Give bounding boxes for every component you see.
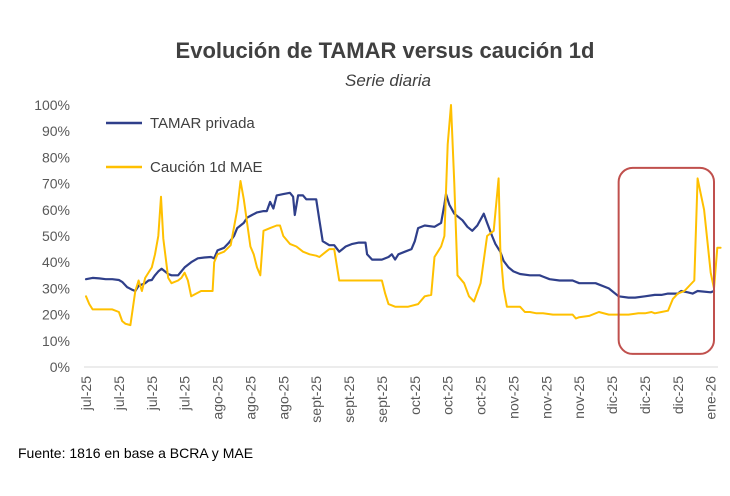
y-tick-label: 40%	[42, 254, 70, 270]
chart-subtitle: Serie diaria	[345, 71, 431, 90]
series-layer	[84, 104, 722, 327]
x-tick-label: ene-26	[703, 376, 719, 420]
x-tick-label: nov-25	[538, 376, 554, 419]
x-axis: jul-25 jul-25 jul-25 jul-25 ago-25 ago-25 ago-…	[78, 376, 719, 423]
x-tick-label: ago-25	[242, 376, 258, 420]
x-tick-label: dic-25	[670, 376, 686, 414]
chart-title: Evolución de TAMAR versus caución 1d	[176, 38, 595, 63]
x-tick-label: dic-25	[604, 376, 620, 414]
x-tick-label: jul-25	[144, 376, 160, 411]
x-tick-label: jul-25	[78, 376, 94, 411]
x-tick-label: sept-25	[341, 376, 357, 423]
x-tick-label: dic-25	[637, 376, 653, 414]
y-tick-label: 100%	[34, 97, 70, 113]
x-tick-label: sept-25	[308, 376, 324, 423]
y-tick-label: 0%	[50, 359, 70, 375]
highlight-box	[617, 166, 716, 355]
x-tick-label: oct-25	[473, 376, 489, 415]
y-tick-label: 30%	[42, 280, 70, 296]
x-tick-label: sept-25	[374, 376, 390, 423]
x-tick-label: oct-25	[440, 376, 456, 415]
x-tick-label: jul-25	[111, 376, 127, 411]
y-tick-label: 10%	[42, 333, 70, 349]
x-tick-label: nov-25	[505, 376, 521, 419]
y-tick-label: 20%	[42, 307, 70, 323]
y-tick-label: 70%	[42, 176, 70, 192]
y-tick-label: 60%	[42, 202, 70, 218]
series-line-caucion	[85, 104, 722, 327]
x-tick-label: jul-25	[177, 376, 193, 411]
y-tick-label: 80%	[42, 149, 70, 165]
legend-label-caucion: Caución 1d MAE	[150, 159, 263, 176]
y-axis: 0% 10% 20% 30% 40% 50% 60% 70% 80% 90% 100%	[34, 97, 70, 375]
series-line-tamar	[84, 191, 716, 299]
x-tick-label: ago-25	[210, 376, 226, 420]
legend: TAMAR privada Caución 1d MAE	[106, 115, 263, 176]
legend-label-tamar: TAMAR privada	[150, 115, 255, 132]
source-note: Fuente: 1816 en base a BCRA y MAE	[18, 445, 253, 461]
x-tick-label: nov-25	[571, 376, 587, 419]
x-tick-label: oct-25	[407, 376, 423, 415]
y-tick-label: 90%	[42, 123, 70, 139]
x-tick-label: ago-25	[275, 376, 291, 420]
y-tick-label: 50%	[42, 228, 70, 244]
